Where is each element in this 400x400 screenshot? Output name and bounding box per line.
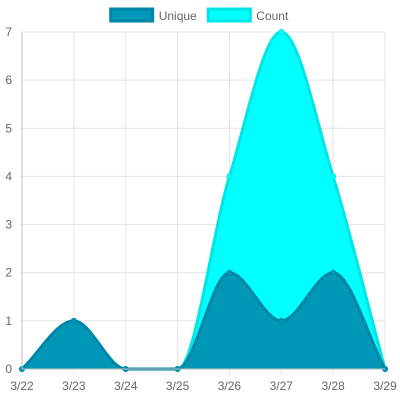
legend-label-unique: Unique [159,9,197,23]
x-tick-label: 3/29 [373,379,397,393]
legend-item-unique[interactable]: Unique [109,7,197,23]
axes: 0 1 2 3 4 5 6 7 3/22 3/23 3/24 3/25 3/26 3/27 3/28 3/29 [5,25,397,393]
count-point[interactable] [226,173,233,180]
legend-swatch-unique [109,7,155,23]
y-tick-label: 3 [5,218,12,232]
legend[interactable]: Unique Count [109,7,289,23]
series-areas [19,29,388,372]
legend-swatch-count [206,7,252,23]
y-tick-label: 6 [5,73,12,87]
y-tick-label: 5 [5,121,12,135]
y-tick-label: 7 [5,25,12,39]
legend-label-count: Count [256,9,289,23]
unique-point[interactable] [226,269,233,276]
x-tick-label: 3/22 [10,379,34,393]
unique-point[interactable] [70,317,77,324]
y-tick-label: 4 [5,169,12,183]
x-tick-label: 3/27 [270,379,294,393]
x-tick-label: 3/24 [114,379,138,393]
x-tick-label: 3/23 [62,379,86,393]
count-point[interactable] [330,173,337,180]
count-point[interactable] [278,29,285,35]
legend-item-count[interactable]: Count [206,7,289,23]
count-area [22,32,385,369]
x-tick-label: 3/26 [218,379,242,393]
x-tick-label: 3/28 [321,379,345,393]
unique-point[interactable] [330,269,337,276]
y-tick-label: 0 [5,362,12,376]
y-tick-label: 1 [5,314,12,328]
y-tick-label: 2 [5,266,12,280]
unique-point[interactable] [278,317,285,324]
x-tick-label: 3/25 [166,379,190,393]
